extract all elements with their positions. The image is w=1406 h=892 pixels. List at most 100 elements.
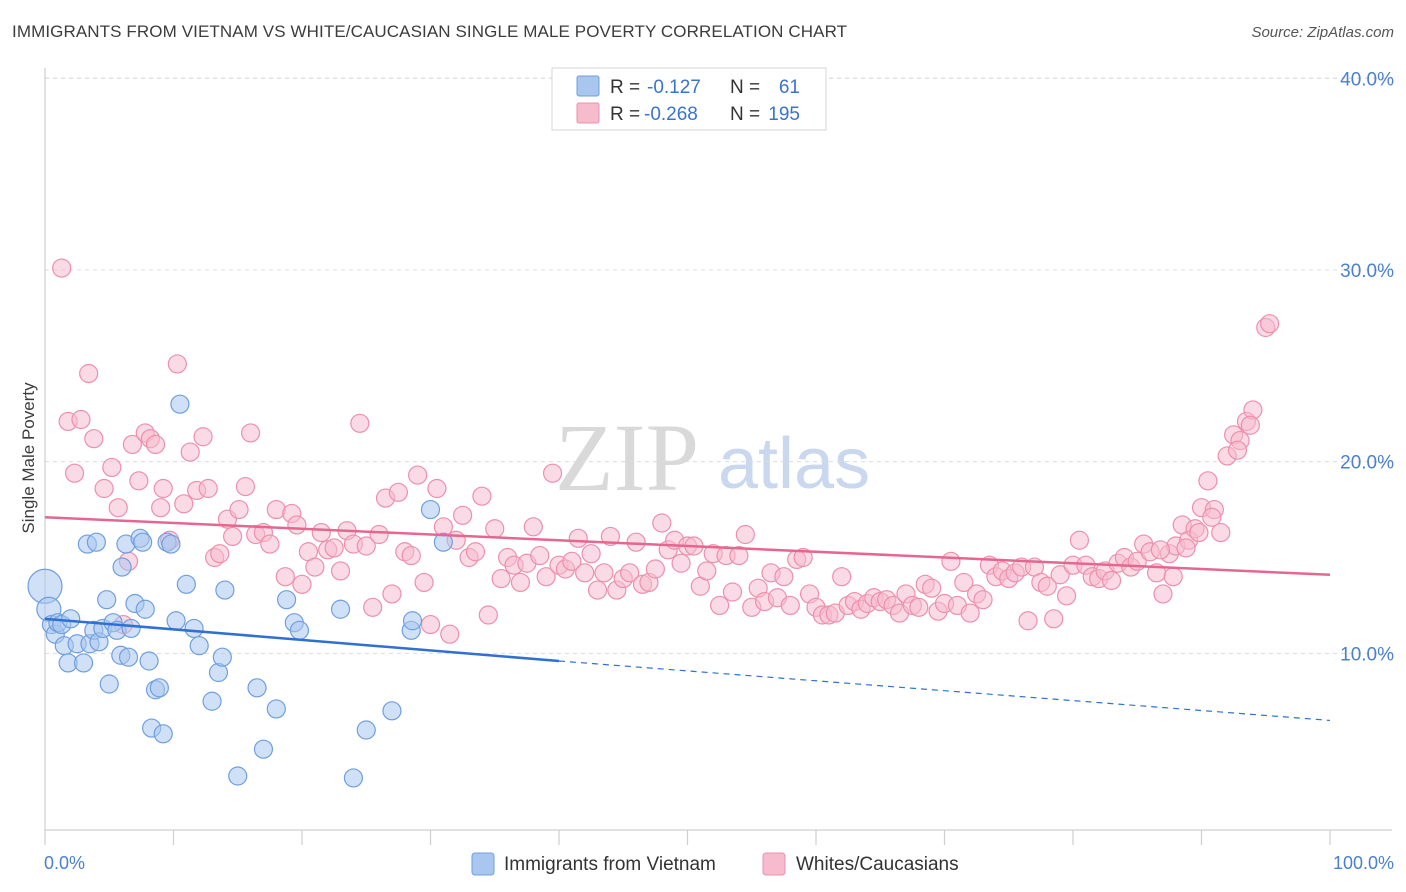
data-point: [311, 522, 331, 543]
data-point: [228, 766, 248, 786]
data-point: [954, 572, 974, 593]
data-point: [922, 578, 942, 598]
data-point: [61, 609, 81, 629]
data-point: [780, 595, 800, 616]
data-point: [491, 568, 511, 589]
data-point: [180, 442, 200, 462]
data-point: [266, 699, 286, 719]
bottom-legend-swatch-vietnam: [471, 852, 495, 876]
data-point: [722, 582, 743, 602]
data-point: [485, 519, 505, 539]
data-point: [210, 544, 230, 564]
data-point: [212, 647, 232, 667]
data-point: [229, 499, 249, 520]
data-point: [1018, 611, 1038, 631]
data-point: [287, 515, 307, 535]
data-point: [1069, 530, 1090, 550]
data-point: [129, 471, 149, 491]
data-point: [1211, 522, 1231, 543]
data-point: [562, 551, 582, 571]
data-point: [793, 547, 813, 568]
watermark-zip: ZIP: [555, 404, 699, 511]
data-point: [774, 567, 794, 587]
trend-line-vietnam-extrapolated: [558, 660, 1331, 722]
legend-n-label-1: N =: [730, 77, 760, 98]
x-tick-label-min: 0.0%: [44, 853, 85, 873]
data-point: [363, 597, 383, 617]
data-point: [1198, 471, 1218, 491]
data-point: [1150, 540, 1170, 560]
bottom-legend: Immigrants from Vietnam Whites/Caucasian…: [471, 852, 959, 876]
data-point: [1202, 507, 1222, 527]
data-point: [575, 563, 595, 583]
data-point: [276, 590, 297, 610]
y-axis-label: Single Male Poverty: [19, 382, 38, 534]
legend-box: R = -0.127 N = 61 R = -0.268 N = 195: [551, 67, 827, 131]
legend-r-label-2: R =: [610, 104, 640, 125]
data-point: [973, 590, 993, 610]
data-point: [135, 599, 155, 619]
data-point: [478, 605, 498, 625]
data-point: [594, 563, 614, 583]
bottom-legend-label-vietnam: Immigrants from Vietnam: [504, 854, 716, 875]
data-point: [420, 499, 441, 520]
data-point: [581, 544, 601, 564]
data-point: [99, 674, 119, 694]
data-point: [174, 494, 194, 514]
data-point: [729, 545, 749, 566]
data-point: [350, 413, 370, 433]
data-point: [97, 590, 117, 610]
data-point: [198, 478, 218, 499]
data-point: [64, 463, 85, 483]
data-point: [215, 580, 235, 600]
data-point: [697, 561, 717, 581]
data-point: [1189, 522, 1209, 543]
data-point: [587, 580, 608, 600]
data-point: [568, 528, 588, 548]
data-point: [149, 678, 169, 698]
data-point: [408, 465, 428, 485]
y-tick-label: 10.0%: [1340, 644, 1394, 665]
data-point: [1101, 570, 1122, 591]
data-point: [343, 768, 363, 788]
chart-title: IMMIGRANTS FROM VIETNAM VS WHITE/CAUCASI…: [12, 22, 848, 41]
data-point: [1056, 586, 1077, 606]
data-point: [235, 476, 256, 497]
legend-r-value-2: -0.268: [644, 104, 698, 125]
data-point: [453, 505, 473, 525]
data-point: [84, 429, 104, 449]
y-tick-label: 20.0%: [1340, 453, 1394, 474]
data-point: [523, 517, 543, 537]
data-point: [71, 409, 91, 430]
data-point: [401, 545, 421, 566]
data-point: [382, 701, 402, 721]
data-point: [260, 534, 280, 554]
data-point: [86, 532, 107, 552]
data-point: [369, 524, 389, 545]
data-point: [542, 463, 563, 483]
data-point: [166, 611, 186, 631]
data-point: [275, 567, 295, 587]
trend-line-whites: [44, 516, 1331, 576]
data-point: [52, 258, 72, 278]
y-tick-label: 30.0%: [1340, 261, 1394, 282]
data-point: [433, 532, 453, 552]
data-point: [133, 532, 153, 552]
data-point: [832, 567, 852, 587]
data-point: [909, 597, 929, 617]
axes: [44, 68, 1392, 831]
legend-n-value-1: 61: [779, 77, 800, 98]
data-point: [253, 739, 274, 759]
data-point: [1260, 314, 1280, 334]
data-point: [356, 720, 376, 740]
data-point: [153, 724, 173, 744]
data-point: [620, 563, 640, 583]
data-point: [1050, 565, 1070, 585]
y-tick-labels: 10.0% 20.0% 30.0% 40.0%: [1340, 69, 1394, 665]
data-point: [440, 624, 460, 644]
data-point: [108, 498, 128, 518]
data-point: [1153, 584, 1173, 604]
data-point: [1044, 609, 1064, 629]
data-point: [223, 526, 243, 547]
